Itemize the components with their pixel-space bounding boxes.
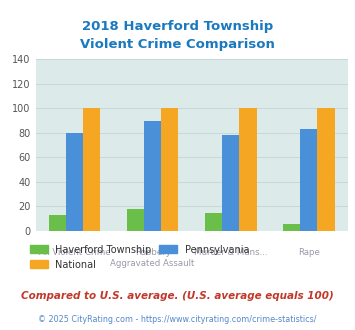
Legend: Haverford Township, National, Pennsylvania: Haverford Township, National, Pennsylvan…: [26, 241, 253, 274]
Text: Murder & Mans...: Murder & Mans...: [194, 248, 268, 257]
Text: Robbery: Robbery: [135, 248, 171, 257]
Text: © 2025 CityRating.com - https://www.cityrating.com/crime-statistics/: © 2025 CityRating.com - https://www.city…: [38, 315, 317, 324]
Bar: [144, 121, 161, 231]
Bar: [66, 133, 83, 231]
Bar: [161, 109, 179, 231]
Bar: [49, 215, 66, 231]
Text: All Violent Crime: All Violent Crime: [39, 248, 110, 257]
Text: Rape: Rape: [298, 248, 320, 257]
Bar: [127, 209, 144, 231]
Bar: [222, 135, 239, 231]
Bar: [83, 109, 100, 231]
Bar: [283, 224, 300, 231]
Text: Aggravated Assault: Aggravated Assault: [110, 259, 195, 268]
Bar: [300, 129, 317, 231]
Bar: [205, 213, 222, 231]
Bar: [317, 109, 335, 231]
Bar: [239, 109, 257, 231]
Text: 2018 Haverford Township
Violent Crime Comparison: 2018 Haverford Township Violent Crime Co…: [80, 20, 275, 51]
Text: Compared to U.S. average. (U.S. average equals 100): Compared to U.S. average. (U.S. average …: [21, 291, 334, 301]
